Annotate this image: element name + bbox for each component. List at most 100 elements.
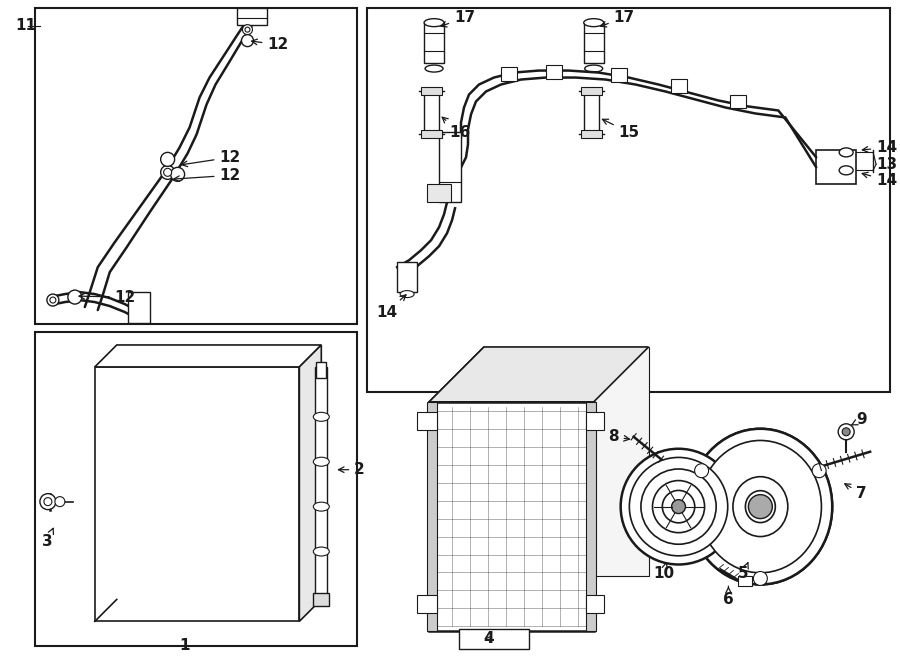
Ellipse shape — [688, 429, 832, 585]
Circle shape — [40, 494, 56, 510]
Circle shape — [171, 167, 184, 181]
Circle shape — [68, 290, 82, 304]
Bar — [586, 402, 596, 632]
Polygon shape — [429, 347, 649, 402]
Ellipse shape — [585, 65, 603, 72]
Text: 2: 2 — [338, 462, 365, 477]
Text: 15: 15 — [602, 119, 640, 140]
Bar — [501, 67, 517, 81]
Bar — [670, 79, 687, 93]
Circle shape — [641, 469, 716, 544]
Text: 14: 14 — [862, 140, 897, 155]
Bar — [586, 595, 604, 614]
Ellipse shape — [313, 502, 329, 511]
Circle shape — [241, 34, 254, 46]
Text: 14: 14 — [376, 295, 406, 320]
Ellipse shape — [733, 477, 788, 537]
Ellipse shape — [313, 547, 329, 556]
Bar — [611, 68, 626, 81]
Circle shape — [245, 27, 250, 32]
Circle shape — [55, 496, 65, 506]
Bar — [429, 402, 594, 632]
Bar — [586, 412, 604, 430]
Ellipse shape — [688, 429, 832, 585]
Ellipse shape — [164, 168, 172, 176]
Text: 3: 3 — [42, 528, 53, 549]
Bar — [580, 87, 602, 95]
Ellipse shape — [699, 440, 822, 573]
Ellipse shape — [161, 166, 175, 179]
Circle shape — [621, 449, 736, 565]
Circle shape — [50, 297, 56, 303]
Text: 13: 13 — [876, 157, 897, 172]
Bar — [421, 87, 442, 95]
Text: 6: 6 — [723, 587, 734, 607]
Circle shape — [812, 463, 826, 478]
Bar — [428, 184, 451, 203]
Bar — [238, 8, 267, 24]
Bar — [816, 150, 856, 184]
Bar — [580, 130, 602, 138]
Bar — [35, 332, 357, 646]
Ellipse shape — [839, 166, 853, 175]
Bar — [459, 630, 529, 649]
Polygon shape — [300, 345, 321, 622]
Bar — [738, 577, 752, 587]
Bar — [315, 367, 328, 601]
Text: 8: 8 — [608, 429, 629, 444]
Polygon shape — [94, 345, 321, 367]
Text: 10: 10 — [653, 563, 674, 581]
Ellipse shape — [313, 412, 329, 421]
Circle shape — [749, 495, 772, 518]
Circle shape — [662, 491, 695, 523]
Bar — [584, 91, 598, 134]
Text: 12: 12 — [174, 168, 241, 183]
Bar — [428, 402, 437, 632]
Bar — [94, 367, 300, 622]
Circle shape — [838, 424, 854, 440]
Circle shape — [652, 481, 705, 533]
Bar — [439, 132, 461, 203]
Circle shape — [44, 498, 52, 506]
Circle shape — [842, 428, 850, 436]
Text: 14: 14 — [862, 172, 897, 188]
Ellipse shape — [425, 65, 443, 72]
Ellipse shape — [424, 19, 444, 26]
Circle shape — [671, 500, 686, 514]
Bar — [484, 347, 649, 577]
Text: 12: 12 — [182, 150, 241, 167]
Bar — [397, 262, 417, 292]
Text: 4: 4 — [483, 632, 494, 646]
Bar — [424, 23, 444, 63]
Bar — [417, 595, 437, 614]
Bar — [313, 593, 329, 606]
Bar — [367, 8, 890, 392]
Bar — [128, 292, 149, 323]
Text: 17: 17 — [441, 10, 475, 27]
Text: 12: 12 — [79, 289, 136, 305]
Bar — [731, 95, 746, 109]
Text: 9: 9 — [850, 412, 867, 427]
Text: 5: 5 — [738, 563, 749, 581]
Text: 1: 1 — [179, 638, 190, 653]
Circle shape — [753, 571, 768, 585]
Text: 7: 7 — [845, 484, 867, 501]
Circle shape — [629, 457, 728, 556]
Bar — [545, 65, 562, 79]
Bar — [417, 412, 437, 430]
Ellipse shape — [313, 457, 329, 466]
Circle shape — [695, 463, 708, 478]
Bar — [316, 362, 327, 378]
Ellipse shape — [400, 291, 414, 298]
Text: 11: 11 — [15, 18, 36, 33]
Bar — [35, 8, 357, 324]
Circle shape — [161, 152, 175, 166]
Ellipse shape — [839, 148, 853, 157]
Bar — [424, 91, 439, 134]
Bar — [584, 23, 604, 63]
Polygon shape — [429, 347, 484, 632]
Bar — [421, 130, 442, 138]
Ellipse shape — [584, 19, 604, 26]
Text: 16: 16 — [442, 117, 471, 140]
Text: 12: 12 — [252, 37, 289, 52]
